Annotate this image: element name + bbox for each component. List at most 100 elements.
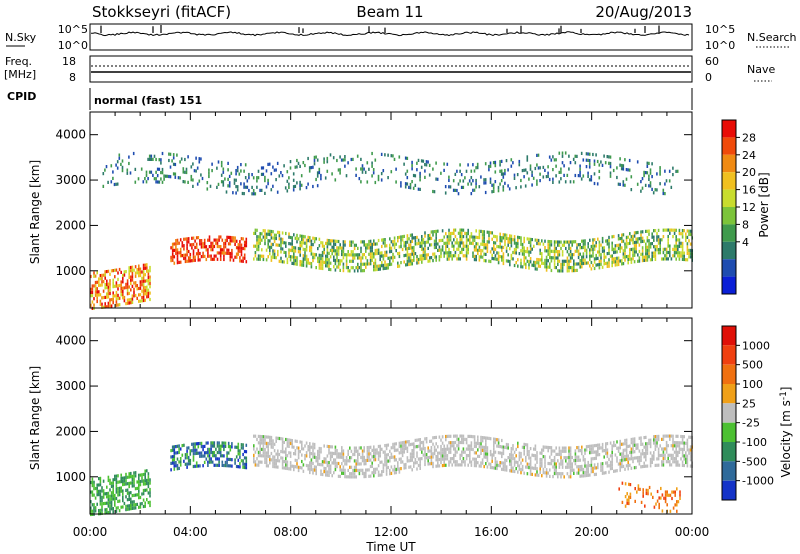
heatmap-cell (358, 468, 361, 472)
heatmap-cell (451, 457, 453, 461)
heatmap-cell (491, 466, 493, 470)
heatmap-cell (485, 436, 487, 440)
heatmap-cell (405, 247, 407, 251)
heatmap-cell (130, 281, 132, 286)
heatmap-cell (628, 501, 630, 506)
heatmap-cell (593, 456, 596, 461)
heatmap-cell (432, 436, 434, 440)
heatmap-cell (664, 447, 666, 451)
heatmap-cell (384, 250, 386, 254)
heatmap-cell (569, 462, 572, 466)
heatmap-cell (329, 458, 332, 462)
heatmap-cell (573, 262, 575, 266)
heatmap-cell (272, 249, 274, 253)
heatmap-cell (288, 251, 290, 255)
heatmap-cell (294, 165, 297, 169)
heatmap-cell (342, 465, 345, 469)
heatmap-cell (141, 476, 143, 480)
heatmap-cell (373, 239, 375, 243)
heatmap-cell (409, 262, 412, 266)
heatmap-cell (109, 478, 111, 482)
heatmap-cell (457, 244, 460, 248)
heatmap-cell (400, 184, 402, 188)
heatmap-cell (603, 255, 605, 259)
heatmap-cell (507, 184, 509, 188)
heatmap-cell (689, 248, 692, 253)
heatmap-cell (414, 458, 417, 462)
heatmap-cell (285, 463, 287, 467)
heatmap-cell (147, 291, 150, 295)
heatmap-cell (208, 454, 211, 458)
heatmap-cell (675, 169, 677, 173)
heatmap-cell (208, 168, 210, 172)
heatmap-cell (429, 237, 431, 241)
heatmap-cell (184, 253, 187, 257)
heatmap-cell (405, 244, 407, 248)
heatmap-cell (577, 243, 580, 247)
heatmap-cell (368, 455, 370, 459)
heatmap-cell (373, 451, 375, 455)
heatmap-cell (449, 185, 452, 189)
heatmap-cell (170, 259, 172, 263)
heatmap-cell (218, 441, 220, 445)
heatmap-cell (613, 250, 615, 255)
heatmap-cell (437, 461, 439, 465)
heatmap-cell (392, 455, 394, 459)
heatmap-cell (144, 177, 146, 181)
heatmap-cell (539, 457, 541, 462)
heatmap-cell (175, 245, 177, 249)
heatmap-cell (549, 240, 551, 244)
heatmap-cell (557, 253, 559, 257)
heatmap-cell (107, 301, 110, 305)
heatmap-cell (136, 486, 138, 490)
heatmap-cell (549, 262, 551, 266)
heatmap-cell (254, 460, 257, 464)
heatmap-cell (291, 442, 293, 446)
heatmap-cell (360, 262, 362, 266)
heatmap-cell (605, 448, 607, 452)
heatmap-cell (504, 458, 506, 462)
heatmap-cell (539, 470, 541, 474)
heatmap-cell (112, 297, 114, 301)
heatmap-cell (291, 249, 293, 253)
heatmap-cell (509, 263, 511, 267)
heatmap-cell (328, 267, 330, 271)
heatmap-cell (608, 239, 610, 243)
heatmap-cell (606, 442, 609, 446)
heatmap-cell (224, 242, 227, 246)
heatmap-cell (497, 463, 500, 468)
heatmap-cell (385, 263, 388, 267)
heatmap-cell (285, 231, 287, 236)
heatmap-cell (448, 450, 450, 454)
heatmap-cell (397, 252, 399, 256)
heatmap-cell (525, 256, 527, 260)
heatmap-cell (462, 235, 465, 239)
heatmap-cell (227, 464, 230, 468)
heatmap-cell (478, 454, 481, 458)
heatmap-cell (502, 175, 505, 179)
heatmap-cell (280, 250, 282, 254)
heatmap-cell (520, 178, 522, 183)
heatmap-cell (568, 446, 570, 450)
heatmap-cell (485, 252, 487, 256)
heatmap-cell (520, 471, 522, 475)
heatmap-cell (651, 254, 653, 258)
heatmap-cell (676, 509, 678, 513)
heatmap-cell (336, 455, 338, 459)
heatmap-cell (286, 441, 289, 445)
heatmap-cell (579, 458, 581, 462)
heatmap-cell (585, 152, 588, 156)
heatmap-cell (406, 449, 409, 453)
heatmap-cell (369, 464, 372, 469)
heatmap-cell (656, 188, 658, 192)
heatmap-cell (670, 463, 673, 467)
heatmap-cell (336, 246, 338, 250)
heatmap-cell (106, 295, 108, 299)
heatmap-cell (475, 460, 477, 465)
heatmap-cell (195, 252, 198, 256)
heatmap-cell (611, 457, 613, 461)
heatmap-cell (446, 235, 449, 239)
heatmap-cell (387, 153, 389, 157)
heatmap-cell (239, 455, 241, 459)
heatmap-cell (419, 178, 421, 182)
